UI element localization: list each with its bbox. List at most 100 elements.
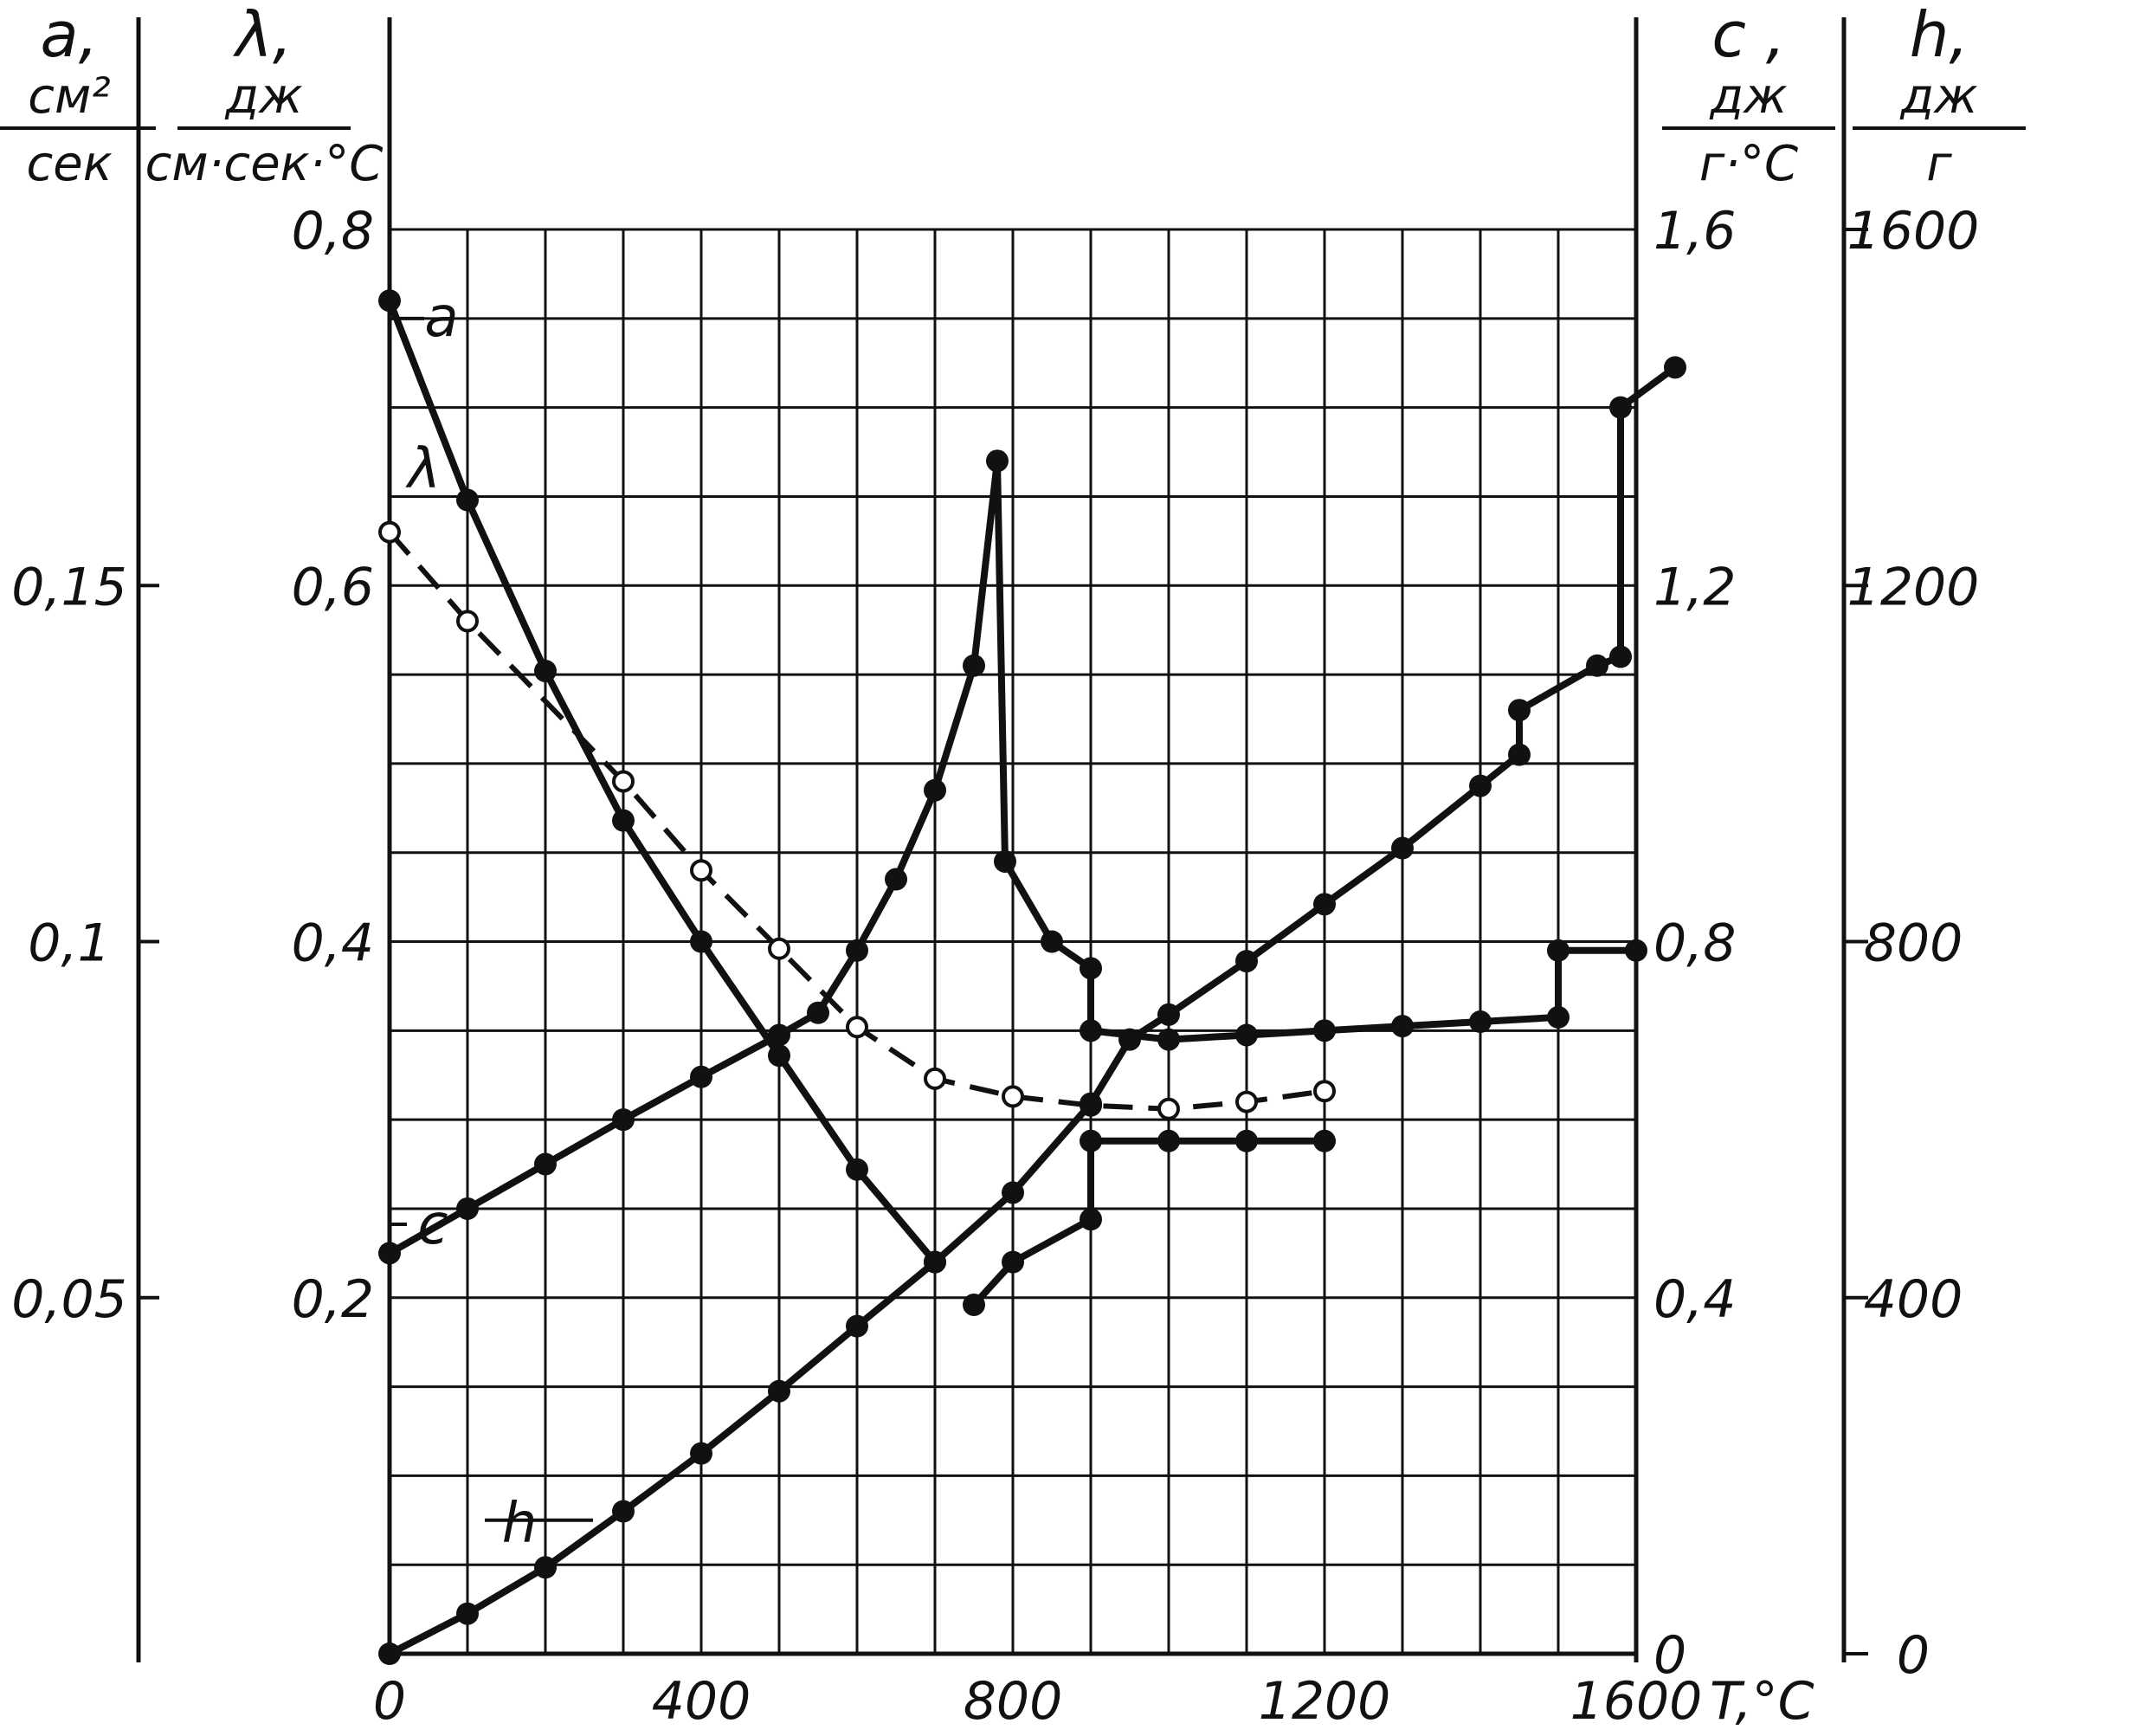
tick-label-lambda: 0,6 — [292, 557, 374, 617]
data-point-λ — [690, 859, 712, 882]
data-point-c — [963, 654, 985, 677]
series — [378, 289, 1686, 1665]
data-point-λ — [1002, 1085, 1024, 1108]
tick-label-x: 800 — [964, 1671, 1063, 1732]
data-point-h — [456, 1602, 479, 1625]
data-point-h — [1313, 893, 1336, 916]
data-point-λ — [1313, 1080, 1336, 1103]
axis-unit-den-c: г·°С — [1699, 136, 1798, 192]
data-point-c — [1547, 939, 1570, 962]
tick-label-h: 400 — [1864, 1269, 1963, 1330]
tick-label-x: 1200 — [1259, 1671, 1391, 1732]
tick-label-h: 800 — [1864, 913, 1963, 974]
axis-unit-den-h: г — [1926, 136, 1952, 192]
tick-label-a: 0,05 — [11, 1269, 127, 1330]
data-point-c — [378, 1242, 401, 1265]
data-point-h — [1609, 396, 1632, 419]
data-point-c — [1080, 957, 1102, 980]
data-point-c — [690, 1065, 712, 1088]
tick-label-x: 0 — [373, 1671, 406, 1732]
data-point-λ — [924, 1067, 946, 1090]
data-point-c — [1157, 1028, 1180, 1051]
tick-label-lambda: 0,4 — [292, 913, 374, 974]
data-point-c — [768, 1023, 790, 1047]
data-point-c — [994, 849, 1016, 873]
tick-label-lambda: 0,8 — [292, 201, 374, 261]
data-point-h — [1508, 699, 1531, 722]
data-point-c — [885, 868, 907, 891]
tick-label-h: 0 — [1897, 1625, 1930, 1686]
data-point-h — [378, 1642, 401, 1665]
axis-unit-den-lambda: см·сек·°С — [145, 136, 384, 192]
data-point-c — [924, 778, 946, 802]
data-point-h — [1118, 1028, 1141, 1051]
data-point-h — [534, 1556, 557, 1579]
axis-symbol-a: a, — [40, 0, 98, 71]
tick-label-a: 0,1 — [28, 913, 110, 974]
grid — [388, 228, 1638, 1655]
data-point-h — [1508, 743, 1531, 766]
data-point-c — [1080, 1019, 1102, 1042]
tick-label-x: 400 — [652, 1671, 751, 1732]
axis-unit-num-h: дж — [1899, 68, 1977, 125]
data-point-a — [1080, 1208, 1102, 1231]
data-point-c — [612, 1108, 635, 1132]
data-point-a — [1002, 1250, 1024, 1274]
data-point-c — [1547, 1005, 1570, 1029]
data-point-h — [690, 1442, 712, 1465]
data-point-a — [1157, 1129, 1180, 1152]
data-point-a — [690, 930, 712, 953]
series-line-λ — [387, 530, 1325, 1112]
data-point-h — [1586, 654, 1608, 677]
curve-label-c: c — [417, 1193, 448, 1257]
data-point-a — [846, 1158, 868, 1181]
tick-label-lambda: 0,2 — [292, 1269, 374, 1330]
data-point-c — [846, 939, 868, 962]
series-line-h — [388, 365, 1678, 1657]
data-point-a — [768, 1044, 790, 1068]
tick-label-c: 0 — [1653, 1625, 1686, 1686]
data-point-h — [924, 1250, 946, 1274]
data-point-a — [1080, 1129, 1102, 1152]
axis-unit-num-a: см² — [28, 68, 110, 125]
series-line-c — [388, 457, 1636, 1256]
data-point-λ — [846, 1016, 868, 1039]
curve-label-h: h — [502, 1492, 538, 1556]
data-point-a — [378, 289, 401, 313]
axis-label-x: T,°C — [1710, 1671, 1814, 1732]
data-point-h — [768, 1379, 790, 1403]
data-point-h — [1157, 1003, 1180, 1026]
data-point-λ — [612, 770, 635, 793]
axis-unit-num-lambda: дж — [224, 68, 302, 125]
tick-label-c: 0,4 — [1653, 1269, 1736, 1330]
data-point-h — [612, 1500, 635, 1523]
data-point-λ — [1235, 1090, 1258, 1113]
tick-label-c: 1,2 — [1653, 557, 1736, 617]
data-point-h — [1469, 774, 1492, 797]
data-point-λ — [1157, 1097, 1180, 1120]
data-point-c — [1313, 1019, 1336, 1042]
axis-symbol-c: c , — [1711, 0, 1785, 71]
axis-symbol-h: h, — [1910, 0, 1969, 71]
data-point-c — [1041, 930, 1063, 953]
data-point-h — [1609, 645, 1632, 668]
data-point-a — [456, 488, 479, 512]
tick-label-x: 1600 — [1570, 1671, 1703, 1732]
axis-symbol-lambda: λ, — [232, 0, 293, 71]
data-point-λ — [456, 610, 479, 633]
data-point-h — [1235, 950, 1258, 973]
data-point-a — [963, 1293, 985, 1316]
data-point-h — [1664, 356, 1686, 379]
data-point-c — [986, 449, 1009, 473]
data-point-c — [1625, 939, 1647, 962]
data-point-a — [534, 659, 557, 682]
series-line-a — [971, 1216, 1093, 1307]
data-point-a — [612, 809, 635, 832]
data-point-h — [846, 1314, 868, 1338]
tick-label-h: 1200 — [1847, 557, 1980, 617]
data-point-a — [1235, 1129, 1258, 1152]
tick-label-h: 1600 — [1847, 201, 1980, 261]
